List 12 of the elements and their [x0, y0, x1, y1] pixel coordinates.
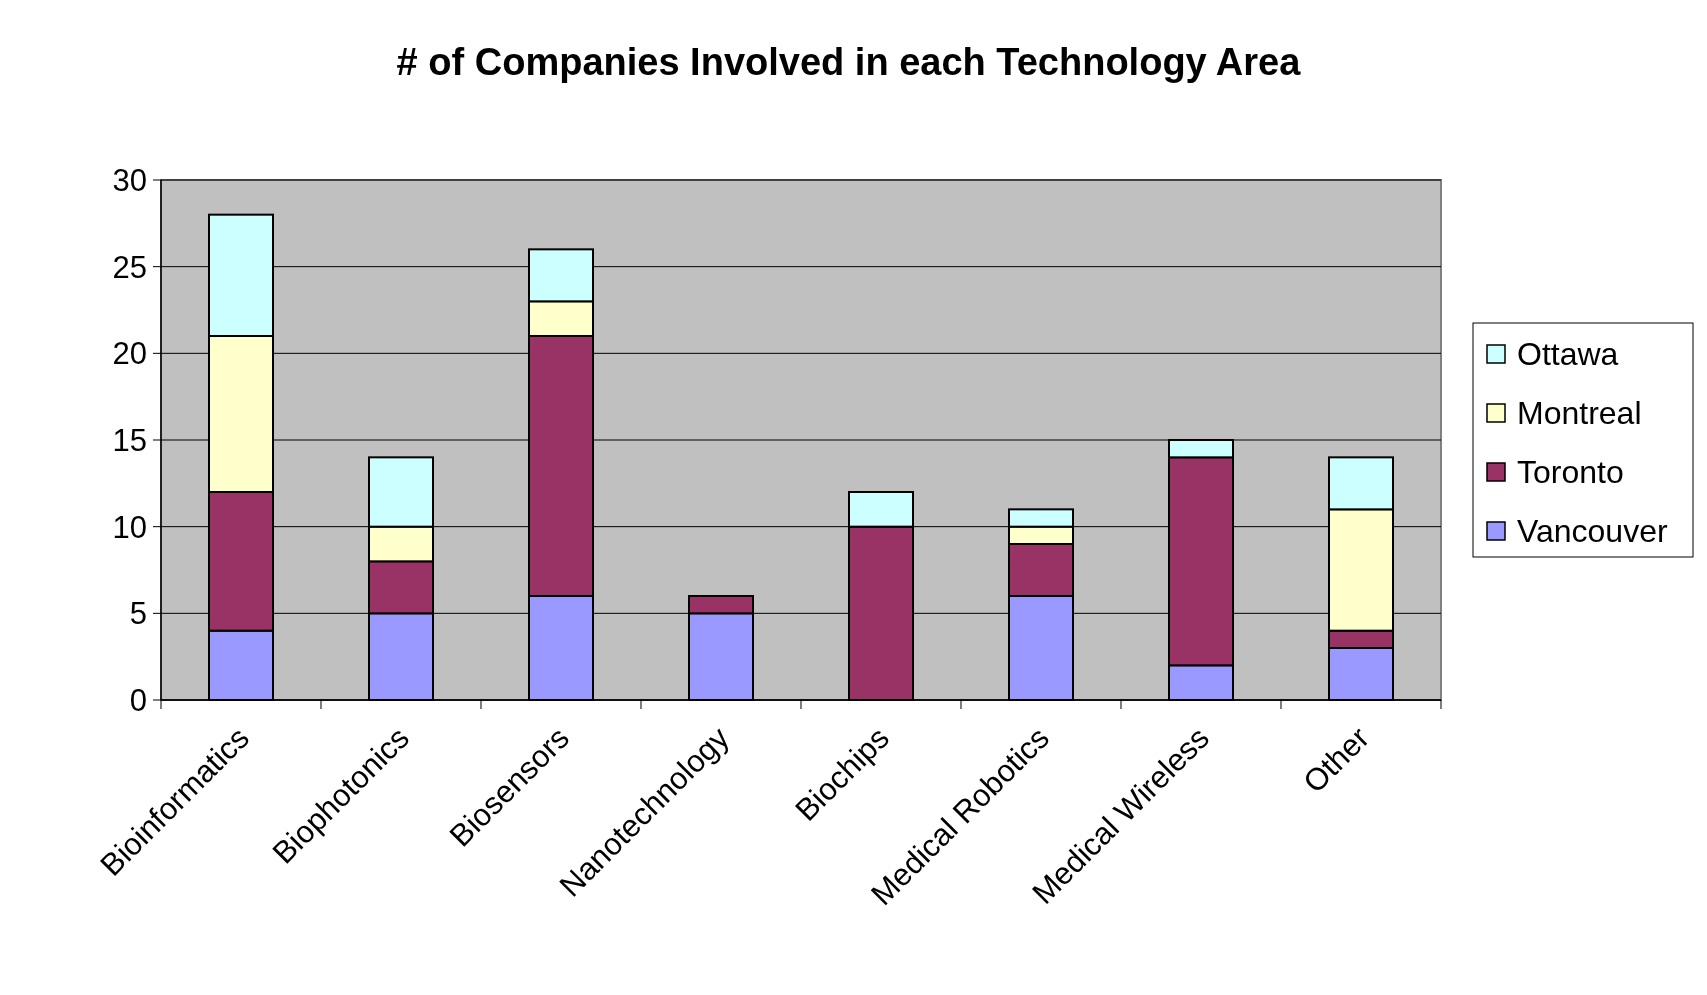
y-tick-label: 15: [112, 422, 147, 458]
legend-label: Toronto: [1517, 454, 1624, 491]
y-tick-label: 0: [129, 682, 147, 718]
legend-label: Vancouver: [1517, 513, 1668, 550]
chart-title: # of Companies Involved in each Technology Area: [396, 41, 1302, 83]
y-tick-label: 30: [112, 162, 147, 198]
legend-label: Montreal: [1517, 395, 1642, 432]
y-tick-label: 20: [112, 336, 147, 372]
y-tick-label: 5: [129, 596, 147, 632]
y-tick-label: 25: [112, 249, 147, 285]
y-tick-label: 10: [112, 509, 147, 545]
legend-label: Ottawa: [1517, 336, 1619, 373]
